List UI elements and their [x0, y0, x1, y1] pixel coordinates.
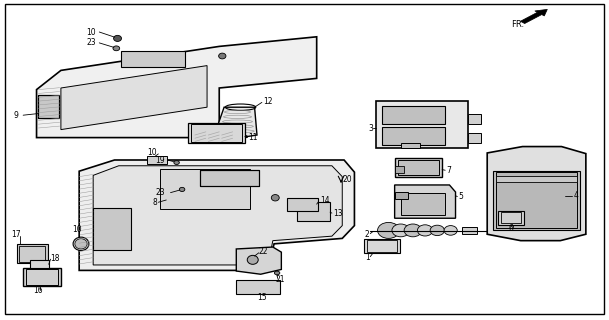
Bar [23, 268, 61, 286]
Bar [468, 133, 481, 143]
Bar [287, 198, 318, 211]
Bar [30, 260, 49, 268]
Bar [191, 124, 242, 142]
Bar [160, 169, 250, 209]
Text: 17: 17 [11, 230, 21, 239]
Ellipse shape [272, 195, 280, 201]
Bar [121, 51, 185, 67]
Bar [395, 192, 408, 199]
Bar [147, 156, 167, 164]
Bar [395, 166, 404, 173]
Ellipse shape [247, 255, 258, 264]
Bar [395, 158, 442, 177]
Text: FR.: FR. [512, 20, 525, 29]
Bar [382, 127, 445, 145]
Text: 13: 13 [333, 209, 343, 218]
Text: 21: 21 [275, 276, 285, 284]
Bar [38, 95, 59, 118]
Bar [501, 212, 521, 223]
Text: 10: 10 [72, 225, 82, 234]
Bar [382, 106, 445, 124]
Ellipse shape [378, 222, 400, 238]
Bar [493, 171, 580, 230]
Text: 20: 20 [342, 175, 352, 184]
Bar [19, 246, 45, 262]
Ellipse shape [417, 225, 433, 236]
Text: 2: 2 [364, 230, 369, 239]
Polygon shape [395, 185, 456, 218]
Text: 7: 7 [446, 166, 451, 175]
Bar [401, 143, 420, 148]
Ellipse shape [75, 239, 87, 249]
Polygon shape [487, 147, 586, 241]
Text: 16: 16 [33, 286, 43, 295]
Bar [401, 193, 445, 215]
Text: 23: 23 [86, 38, 96, 47]
Ellipse shape [174, 161, 179, 164]
Text: 8: 8 [152, 198, 157, 207]
Bar [17, 244, 48, 263]
Bar [367, 240, 397, 252]
Bar [496, 172, 577, 228]
Text: 11: 11 [248, 133, 258, 142]
Text: 23: 23 [155, 188, 165, 197]
Bar [26, 269, 58, 285]
Ellipse shape [73, 237, 89, 251]
Ellipse shape [219, 53, 226, 59]
Bar [364, 239, 400, 253]
Text: 12: 12 [263, 97, 273, 106]
Polygon shape [297, 202, 330, 221]
Text: 5: 5 [459, 192, 463, 201]
Polygon shape [236, 247, 281, 274]
Text: 22: 22 [259, 247, 269, 256]
Bar [188, 123, 245, 143]
Text: 6: 6 [509, 224, 513, 233]
Bar [462, 227, 477, 234]
Ellipse shape [179, 188, 185, 191]
Polygon shape [61, 66, 207, 130]
Text: 10: 10 [147, 148, 157, 157]
Bar [93, 208, 131, 250]
Ellipse shape [430, 225, 445, 236]
Ellipse shape [113, 46, 119, 51]
Text: 1: 1 [365, 253, 370, 262]
Ellipse shape [113, 36, 122, 42]
Text: 19: 19 [155, 156, 165, 164]
Ellipse shape [392, 224, 409, 237]
Bar [496, 176, 577, 182]
Bar [236, 280, 280, 294]
Text: 10: 10 [86, 28, 96, 36]
Ellipse shape [404, 224, 421, 237]
Text: 9: 9 [13, 111, 18, 120]
Bar [200, 170, 259, 186]
FancyArrow shape [520, 9, 547, 24]
Bar [468, 114, 481, 124]
Polygon shape [79, 160, 354, 270]
Text: 3: 3 [368, 124, 373, 132]
Bar [200, 170, 259, 186]
Ellipse shape [444, 226, 457, 235]
Text: 18: 18 [51, 254, 60, 263]
Bar [376, 101, 468, 148]
Bar [498, 211, 524, 225]
Ellipse shape [274, 271, 280, 275]
Polygon shape [37, 37, 317, 138]
Polygon shape [214, 107, 257, 138]
Polygon shape [93, 166, 342, 265]
Text: 15: 15 [257, 293, 267, 302]
Text: 14: 14 [320, 196, 329, 205]
Text: 4: 4 [574, 191, 579, 200]
Bar [38, 95, 59, 118]
Bar [398, 160, 439, 175]
